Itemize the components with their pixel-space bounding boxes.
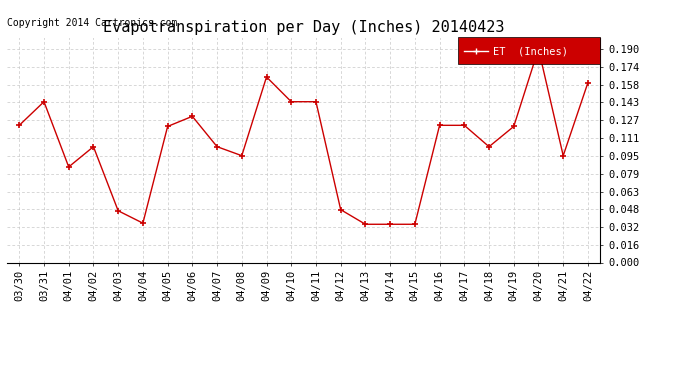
FancyBboxPatch shape <box>458 38 600 64</box>
Text: ET  (Inches): ET (Inches) <box>493 46 569 56</box>
Title: Evapotranspiration per Day (Inches) 20140423: Evapotranspiration per Day (Inches) 2014… <box>103 20 504 35</box>
Text: Copyright 2014 Cartronics.com: Copyright 2014 Cartronics.com <box>7 18 177 28</box>
